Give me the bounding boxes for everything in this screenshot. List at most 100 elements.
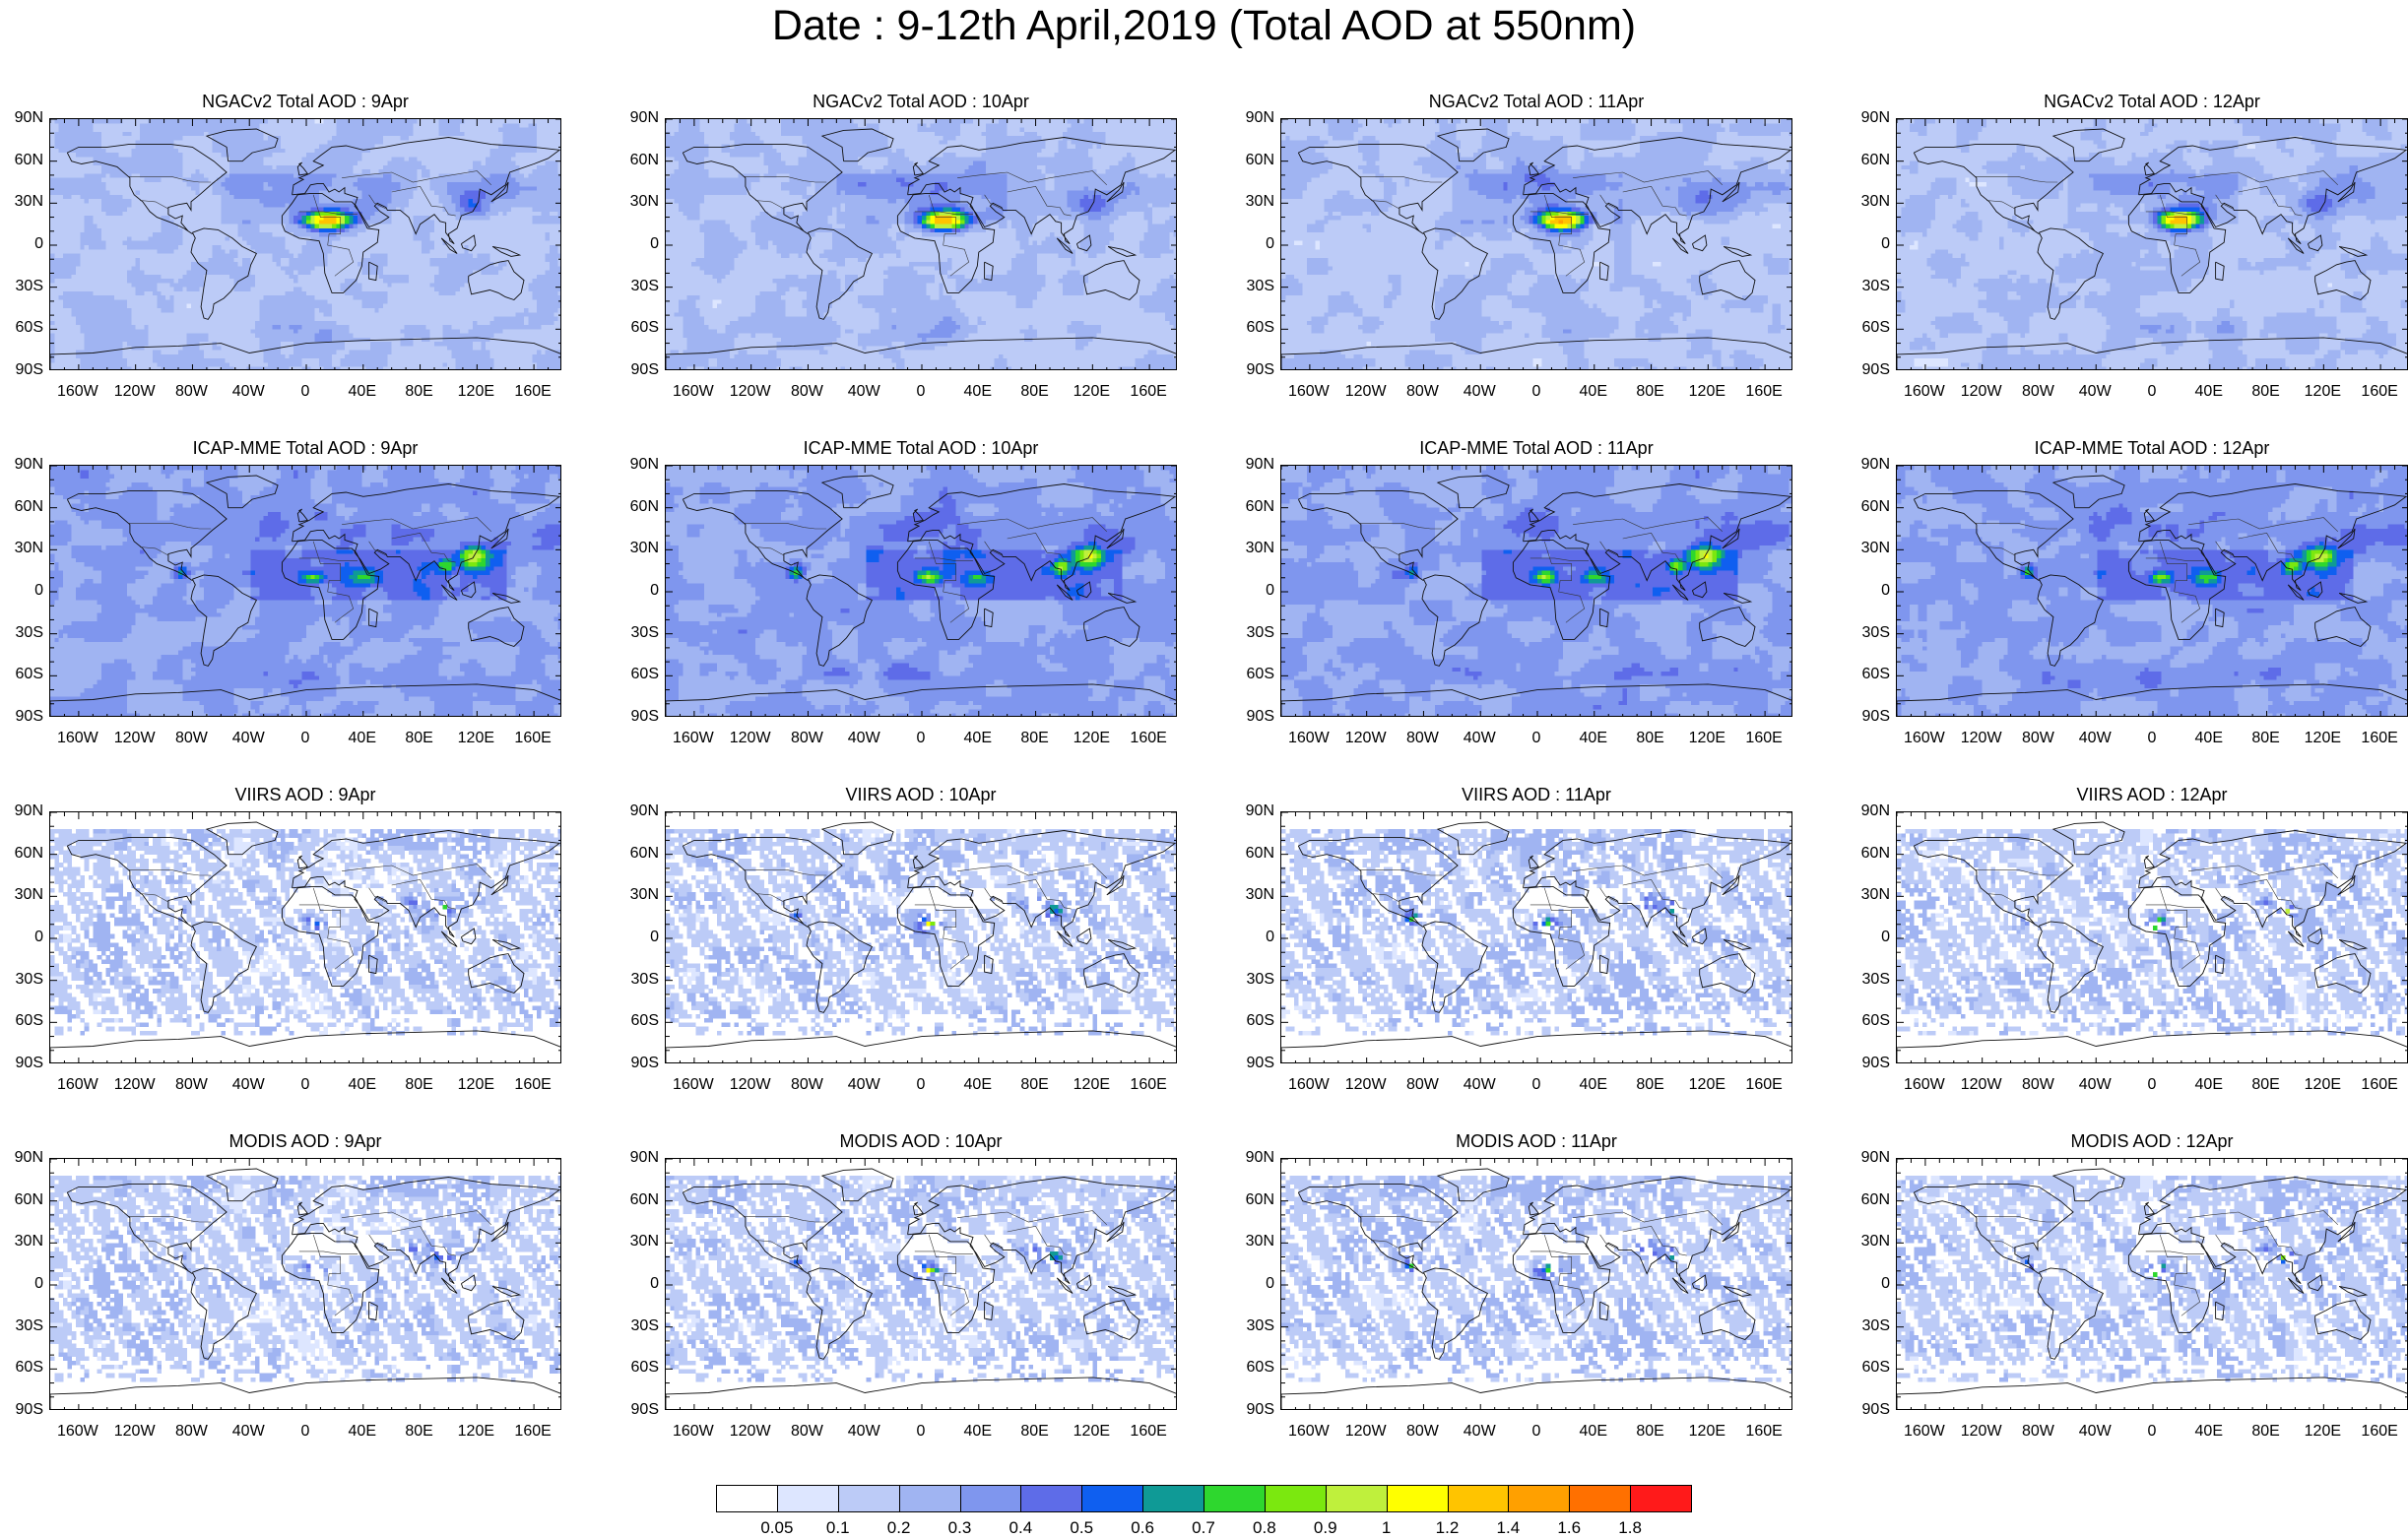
colorbar-label: 0.3: [936, 1518, 985, 1538]
lon-tick-label: 0: [2122, 383, 2181, 401]
lat-tick-label: 60S: [8, 1013, 43, 1029]
lat-tick-label: 0: [1855, 583, 1890, 599]
lat-tick-label: 30N: [1239, 194, 1274, 210]
panel-title: NGACv2 Total AOD : 10Apr: [665, 91, 1177, 112]
lat-tick-label: 90N: [623, 1150, 659, 1166]
map-panel: ICAP-MME Total AOD : 12Apr 90N 60N 30N 0 30S 6…: [1855, 437, 2408, 784]
lat-tick-label: 30S: [8, 279, 43, 294]
aod-field: [50, 466, 561, 717]
lat-tick-label: 60N: [8, 499, 43, 515]
lon-tick-label: 120E: [1062, 730, 1121, 747]
panel-title: NGACv2 Total AOD : 12Apr: [1896, 91, 2408, 112]
map-panel: ICAP-MME Total AOD : 10Apr 90N 60N 30N 0 30S 6…: [623, 437, 1214, 784]
lat-tick-label: 60S: [623, 1360, 659, 1376]
lon-tick-label: 40W: [1450, 730, 1509, 747]
colorbar-label: 0.8: [1240, 1518, 1289, 1538]
panel-title: VIIRS AOD : 10Apr: [665, 784, 1177, 805]
lat-tick-label: 30S: [623, 279, 659, 294]
lat-tick-label: 90N: [1855, 110, 1890, 126]
colorbar-swatch: [1630, 1485, 1692, 1512]
lat-tick-label: 60N: [1239, 1192, 1274, 1208]
panel-title: MODIS AOD : 12Apr: [1896, 1130, 2408, 1152]
aod-field: [1281, 466, 1792, 717]
lon-tick-label: 80E: [1621, 1423, 1680, 1441]
lat-tick-label: 0: [1855, 236, 1890, 252]
colorbar-swatch: [716, 1485, 778, 1512]
aod-map: [1897, 812, 2408, 1063]
lon-tick-label: 40E: [948, 1423, 1008, 1441]
lon-tick-label: 80W: [2008, 1423, 2067, 1441]
lat-tick-label: 90N: [623, 803, 659, 819]
aod-field: [666, 119, 1177, 370]
colorbar-swatch: [1265, 1485, 1327, 1512]
lon-tick-label: 120E: [1677, 383, 1736, 401]
lon-tick-label: 40E: [1564, 1423, 1623, 1441]
colorbar-swatch: [1142, 1485, 1204, 1512]
lon-tick-label: 160E: [1119, 1076, 1178, 1094]
aod-field: [1897, 119, 2408, 370]
lon-tick-label: 0: [891, 730, 950, 747]
lat-tick-label: 0: [1239, 1276, 1274, 1292]
map-panel: MODIS AOD : 12Apr 90N 60N 30N 0 30S 60S 90S 160W…: [1855, 1130, 2408, 1477]
lat-tick-label: 90S: [1855, 709, 1890, 725]
lat-tick-label: 60N: [1239, 499, 1274, 515]
map-frame: [1280, 118, 1792, 370]
lon-tick-label: 120W: [1336, 1076, 1396, 1094]
lat-tick-label: 60S: [8, 320, 43, 336]
lon-tick-label: 0: [276, 1076, 335, 1094]
lat-tick-label: 60S: [1239, 1013, 1274, 1029]
lon-tick-label: 80E: [390, 1076, 449, 1094]
figure-title: Date : 9-12th April,2019 (Total AOD at 5…: [0, 2, 2408, 50]
lat-tick-label: 90N: [1239, 110, 1274, 126]
lon-tick-label: 160E: [503, 383, 562, 401]
map-frame: [1896, 118, 2408, 370]
lat-tick-label: 60S: [1855, 1360, 1890, 1376]
lon-tick-label: 0: [276, 383, 335, 401]
lon-tick-label: 0: [276, 1423, 335, 1441]
lon-tick-label: 40E: [1564, 1076, 1623, 1094]
aod-field: [1897, 466, 2408, 717]
lon-tick-label: 160W: [1279, 383, 1338, 401]
map-panel: VIIRS AOD : 11Apr 90N 60N 30N 0 30S 60S 90S 160W…: [1239, 784, 1830, 1130]
lat-tick-label: 90S: [1239, 362, 1274, 378]
lat-tick-label: 30N: [623, 1234, 659, 1250]
lat-tick-label: 60S: [623, 320, 659, 336]
lon-tick-label: 0: [2122, 1423, 2181, 1441]
lat-tick-label: 90N: [623, 457, 659, 473]
colorbar-label: 0.05: [752, 1518, 802, 1538]
lat-tick-label: 30S: [1855, 625, 1890, 641]
lon-tick-label: 40W: [834, 383, 893, 401]
lat-tick-label: 60S: [1239, 667, 1274, 682]
lon-tick-label: 80W: [1393, 730, 1452, 747]
map-panel: NGACv2 Total AOD : 9Apr 90N 60N 30N 0 30S 60S 9…: [8, 91, 599, 437]
map-frame: [49, 465, 561, 717]
lat-tick-label: 30N: [1855, 194, 1890, 210]
lon-tick-label: 80W: [777, 1076, 836, 1094]
colorbar-swatch: [960, 1485, 1022, 1512]
lon-tick-label: 120E: [2293, 383, 2352, 401]
colorbar-label: 1.2: [1423, 1518, 1472, 1538]
panel-title: NGACv2 Total AOD : 9Apr: [49, 91, 561, 112]
lat-tick-label: 90N: [8, 1150, 43, 1166]
colorbar-label: 1.6: [1544, 1518, 1594, 1538]
lat-tick-label: 30N: [8, 1234, 43, 1250]
lon-tick-label: 160W: [664, 1076, 723, 1094]
lat-tick-label: 60N: [623, 1192, 659, 1208]
colorbar-swatch: [838, 1485, 900, 1512]
lon-tick-label: 40E: [333, 1423, 392, 1441]
lon-tick-label: 40W: [2065, 1076, 2124, 1094]
lon-tick-label: 40W: [834, 1423, 893, 1441]
lat-tick-label: 60N: [8, 153, 43, 168]
lat-tick-label: 30S: [623, 625, 659, 641]
lon-tick-label: 0: [276, 730, 335, 747]
lat-tick-label: 90N: [1855, 457, 1890, 473]
lon-tick-label: 120W: [1336, 1423, 1396, 1441]
lon-tick-label: 120E: [446, 383, 505, 401]
lon-tick-label: 40W: [2065, 383, 2124, 401]
lon-tick-label: 120E: [1062, 383, 1121, 401]
lon-tick-label: 40W: [1450, 383, 1509, 401]
lon-tick-label: 120W: [1952, 1423, 2011, 1441]
colorbar-swatch: [1020, 1485, 1082, 1512]
lon-tick-label: 80E: [2237, 1076, 2296, 1094]
lat-tick-label: 0: [8, 930, 43, 945]
